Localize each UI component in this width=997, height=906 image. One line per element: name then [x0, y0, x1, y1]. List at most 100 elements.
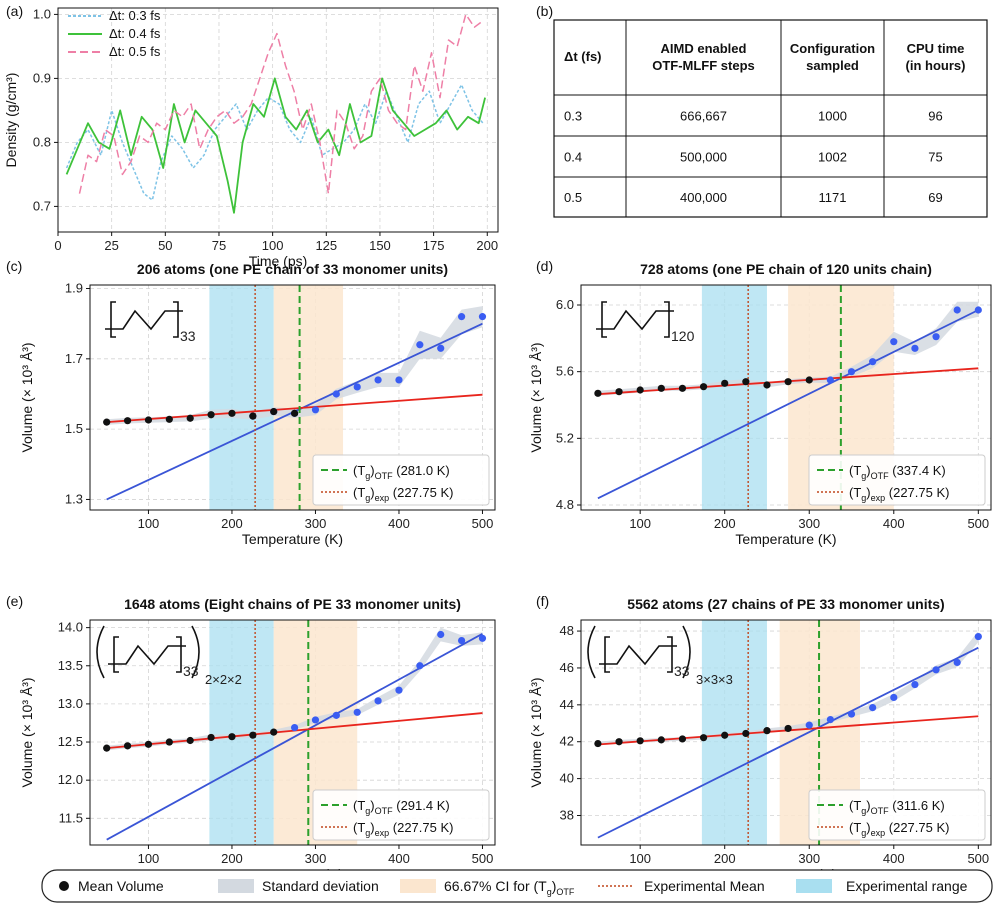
- mean-volume-point: [290, 409, 299, 417]
- x-tick-label: 75: [212, 238, 226, 253]
- blue-data-point: [974, 632, 982, 641]
- blue-data-point: [826, 376, 834, 384]
- legend-value: (291.4 K): [393, 798, 450, 813]
- bracket-right: [173, 301, 179, 338]
- pe-molecule-icon: [587, 625, 691, 679]
- y-tick-label: 14.0: [58, 620, 83, 635]
- axes-frame: [89, 284, 496, 511]
- blue-data-point: [826, 715, 834, 724]
- blue-data-point: [416, 662, 424, 670]
- y-tick-label: 1.5: [65, 421, 83, 436]
- blue-data-point: [395, 686, 403, 694]
- x-axis-label: Temperature (K): [735, 531, 836, 547]
- blue-data-point: [869, 704, 877, 712]
- legend-text: ): [370, 820, 374, 835]
- y-tick-label: 0.9: [33, 70, 51, 85]
- x-tick-label: 200: [221, 516, 243, 531]
- x-tick-label: 300: [305, 516, 327, 531]
- blue-data-point: [374, 697, 382, 705]
- legend-text: (T: [353, 798, 365, 813]
- mean-volume-point: [636, 386, 644, 394]
- table-header-cell: AIMD enabled: [661, 41, 747, 56]
- axes-frame: [57, 7, 499, 233]
- legend-tg-otf: (Tg)OTF (311.6 K): [849, 798, 945, 816]
- legend-tg-otf: (Tg)OTF (291.4 K): [353, 798, 450, 816]
- plot-area-a: [58, 8, 498, 232]
- legend-box: [808, 789, 986, 841]
- legend-mean-volume: Mean Volume: [78, 878, 164, 894]
- mean-volume-point: [270, 407, 278, 416]
- legend-tg-exp: (Tg)exp (227.75 K): [353, 820, 453, 838]
- chart-e: 332×2×2(Tg)OTF (291.4 K)(Tg)exp (227.75 …: [19, 596, 496, 882]
- legend-box: [312, 454, 490, 506]
- blue-data-point: [311, 716, 320, 724]
- y-tick-label: 12.5: [58, 734, 83, 749]
- table-header-cell: (in hours): [906, 58, 966, 73]
- experimental-range: [209, 285, 274, 510]
- panel-label-a: (a): [6, 3, 23, 19]
- mean-volume-point: [123, 742, 132, 750]
- table-cell: 0.4: [564, 150, 582, 165]
- y-tick-label: 40: [560, 771, 574, 786]
- blue-data-point: [457, 636, 466, 645]
- table-cell: 1171: [819, 190, 847, 205]
- legend-tg-exp: (Tg)exp (227.75 K): [849, 485, 949, 503]
- legend-label: Δt: 0.5 fs: [109, 44, 161, 59]
- blue-data-point: [932, 666, 940, 674]
- chart-title: 728 atoms (one PE chain of 120 units cha…: [640, 261, 932, 277]
- blue-data-point: [353, 708, 361, 716]
- mean-volume-point: [615, 388, 623, 396]
- x-tick-label: 100: [138, 516, 160, 531]
- legend-value: (281.0 K): [393, 463, 450, 478]
- zigzag-chain: [108, 644, 186, 666]
- legend-exp-range: Experimental range: [846, 878, 968, 894]
- table-cell: 666,667: [680, 109, 727, 124]
- blue-data-point: [847, 368, 856, 376]
- ci-swatch: [400, 879, 436, 893]
- chart-c: 33(Tg)OTF (281.0 K)(Tg)exp (227.75 K)206…: [19, 261, 496, 547]
- legend-tg-otf: (Tg)OTF (337.4 K): [849, 463, 946, 481]
- x-tick-label: 500: [967, 516, 989, 531]
- x-tick-label: 200: [714, 851, 736, 866]
- mean-volume-point: [699, 383, 708, 391]
- table-cell: 75: [928, 150, 942, 165]
- chart-d: 120(Tg)OTF (337.4 K)(Tg)exp (227.75 K)72…: [528, 261, 992, 547]
- legend-a: Δt: 0.3 fs Δt: 0.4 fs Δt: 0.5 fs: [68, 8, 161, 59]
- blue-data-point: [805, 721, 813, 729]
- blue-data-point: [869, 358, 877, 366]
- y-tick-label: 13.0: [58, 696, 83, 711]
- legend-sub: g: [547, 887, 552, 897]
- bracket-right: [667, 636, 673, 673]
- mean-volume-point: [165, 415, 173, 423]
- blue-data-point: [932, 333, 940, 341]
- x-tick-label: 150: [369, 238, 391, 253]
- molecule-subscript: 33: [674, 663, 690, 679]
- legend-std: Standard deviation: [262, 878, 379, 894]
- legend-box: [312, 789, 490, 841]
- blue-data-point: [847, 710, 856, 718]
- legend-sub: g: [365, 471, 370, 481]
- blue-data-point: [478, 634, 487, 642]
- x-tick-label: 300: [305, 851, 327, 866]
- x-tick-label: 100: [262, 238, 284, 253]
- table-cell: 96: [928, 109, 942, 124]
- table-header-cell: Δt (fs): [564, 49, 602, 64]
- legend-text: (T: [849, 485, 861, 500]
- mean-volume-point: [805, 376, 813, 384]
- legend-text: ): [370, 485, 374, 500]
- y-axis-label: Volume (× 10³ Å³): [19, 677, 35, 787]
- mean-volume-point: [763, 381, 771, 389]
- legend-text: (T: [353, 485, 365, 500]
- bracket-left: [110, 301, 116, 338]
- experimental-range: [701, 285, 767, 510]
- y-tick-label: 4.8: [556, 497, 574, 512]
- x-tick-label: 100: [138, 851, 160, 866]
- y-tick-label: 1.9: [65, 281, 83, 296]
- chart-f: 333×3×3(Tg)OTF (311.6 K)(Tg)exp (227.75 …: [528, 596, 992, 882]
- table-cell: 1002: [818, 150, 847, 165]
- paren-left: [96, 625, 105, 679]
- blue-data-point: [332, 390, 340, 398]
- y-axis-label: Volume (× 10³ Å³): [528, 342, 544, 452]
- legend-sub: exp: [871, 493, 886, 503]
- legend-label: Δt: 0.3 fs: [109, 8, 161, 23]
